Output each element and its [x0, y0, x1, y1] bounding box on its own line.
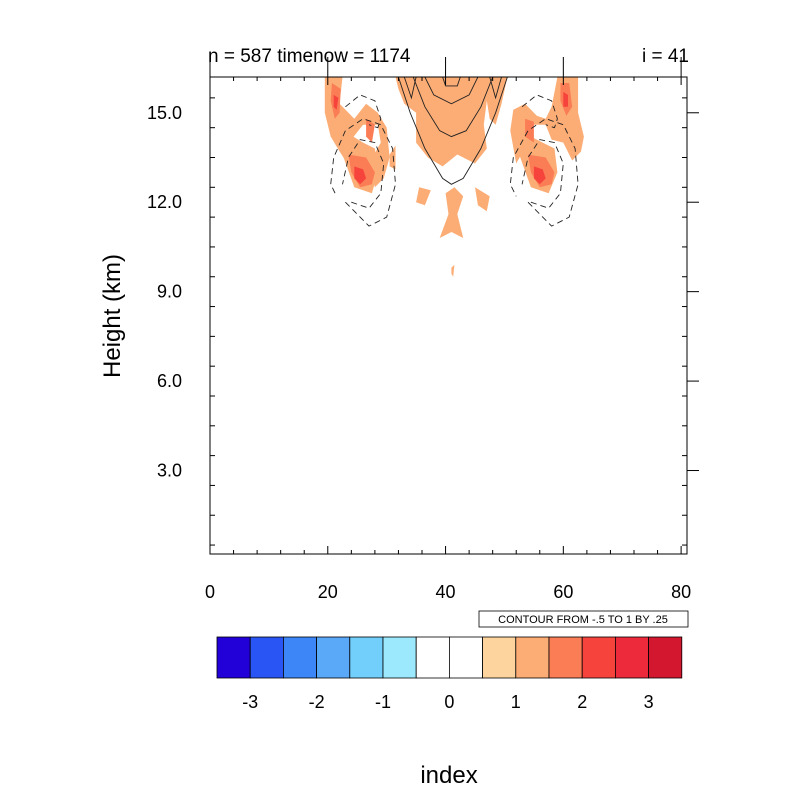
- colorbar-swatch: [482, 636, 517, 679]
- positive-contour-line: [412, 77, 494, 138]
- colorbar-swatch: [581, 636, 616, 679]
- colorbar-swatch: [615, 636, 650, 679]
- contour-info-box: CONTOUR FROM -.5 TO 1 BY .25: [478, 610, 689, 628]
- filled-region: [333, 94, 339, 110]
- contour-info-label: CONTOUR FROM -.5 TO 1 BY .25: [498, 614, 668, 626]
- filled-contours: [324, 77, 584, 277]
- plot-frame: [209, 76, 688, 555]
- colorbar-tick-label: -2: [309, 692, 325, 712]
- x-tick-label: 20: [318, 582, 338, 602]
- colorbar-swatch: [415, 636, 450, 679]
- filled-region: [533, 166, 546, 185]
- x-tick-label: 80: [671, 582, 691, 602]
- colorbar-swatch: [448, 636, 483, 679]
- colorbar-swatch: [382, 636, 417, 679]
- colorbar-tick-label: 0: [444, 692, 454, 712]
- filled-region: [439, 187, 464, 238]
- positive-contour-line: [397, 77, 508, 185]
- colorbar-tick-label: -1: [375, 692, 391, 712]
- negative-contour-line: [521, 139, 564, 209]
- colorbar-swatch: [648, 636, 683, 679]
- x-tick-label: 60: [553, 582, 573, 602]
- y-tick-label: 3.0: [157, 461, 182, 481]
- colorbar-swatch: [249, 636, 284, 679]
- filled-region: [563, 91, 568, 107]
- colorbar-tick-label: 3: [644, 692, 654, 712]
- colorbar-swatch: [548, 636, 583, 679]
- colorbar-swatch: [316, 636, 351, 679]
- negative-contour-line: [342, 139, 385, 209]
- filled-region: [395, 77, 508, 167]
- colorbar-tick-label: 2: [577, 692, 587, 712]
- positive-contour-line: [403, 77, 417, 100]
- colorbar-swatch: [282, 636, 317, 679]
- y-axis-label: Height (km): [99, 254, 126, 378]
- x-axis-label: index: [420, 762, 477, 789]
- contour-lines: [330, 77, 579, 227]
- x-tick-label: 40: [436, 582, 456, 602]
- filled-region: [475, 187, 490, 212]
- colorbar-swatch: [216, 636, 251, 679]
- filled-region: [416, 187, 431, 206]
- y-axis: 3.0 6.0 9.0 12.0 15.0: [147, 97, 699, 546]
- filled-region: [451, 264, 455, 277]
- colorbar: -3 -2 -1 0 1 2 3: [216, 636, 683, 712]
- positive-contour-line: [489, 77, 502, 100]
- title-right: i = 41: [642, 46, 689, 67]
- negative-contour-line: [521, 94, 558, 129]
- colorbar-swatch: [515, 636, 550, 679]
- colorbar-tick-label: -3: [242, 692, 258, 712]
- filled-region: [389, 145, 396, 170]
- title-left: n = 587 timenow = 1174: [208, 46, 411, 67]
- negative-contour-line: [345, 94, 382, 129]
- colorbar-tick-label: 1: [511, 692, 521, 712]
- x-axis: 0 20 40 60 80: [205, 57, 691, 602]
- colorbar-swatch: [349, 636, 384, 679]
- y-tick-label: 9.0: [157, 282, 182, 302]
- filled-region: [366, 118, 375, 143]
- y-tick-label: 12.0: [147, 192, 182, 212]
- filled-region: [354, 166, 367, 185]
- y-tick-label: 15.0: [147, 103, 182, 123]
- y-tick-label: 6.0: [157, 371, 182, 391]
- filled-region: [525, 118, 534, 143]
- positive-contour-line: [424, 77, 479, 105]
- positive-contour-line: [442, 77, 461, 87]
- x-tick-label: 0: [205, 582, 215, 602]
